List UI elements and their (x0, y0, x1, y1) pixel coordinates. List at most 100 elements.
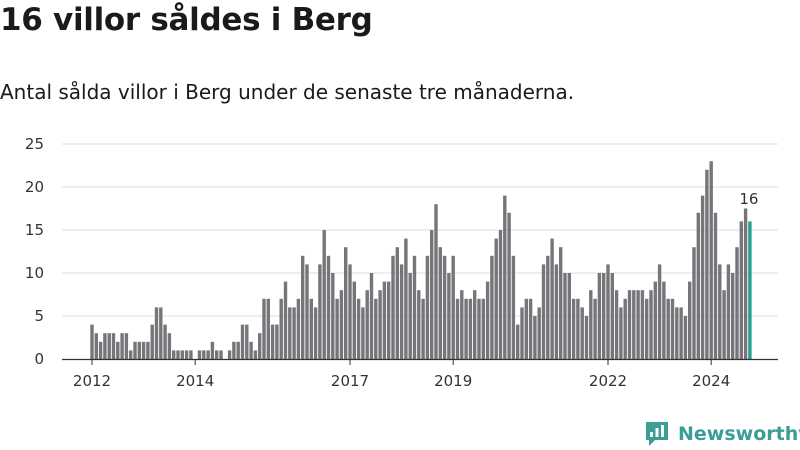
bar (103, 333, 107, 359)
bar-highlight (748, 221, 752, 359)
bar (597, 273, 602, 359)
y-axis-ticks: 0 5 10 15 20 25 (25, 135, 44, 368)
bar (249, 341, 253, 359)
y-tick-label: 20 (25, 178, 44, 196)
bar (176, 350, 180, 359)
bar (460, 290, 464, 359)
bar (610, 273, 614, 359)
bar (692, 247, 696, 359)
bar (593, 298, 597, 359)
bar (163, 324, 167, 359)
bar (374, 298, 378, 359)
bar (451, 255, 455, 359)
bar (253, 350, 258, 359)
bar (391, 255, 395, 359)
bar (490, 255, 494, 359)
bar (718, 264, 722, 359)
y-tick-label: 0 (34, 350, 44, 368)
bar (184, 350, 189, 359)
bar (356, 298, 361, 359)
bar (468, 298, 473, 359)
bar (442, 255, 447, 359)
bar (90, 324, 94, 359)
bar (546, 255, 550, 359)
y-tick-label: 5 (34, 307, 44, 325)
bar (296, 298, 301, 359)
bar (516, 324, 520, 359)
bar (279, 298, 283, 359)
bar (262, 298, 266, 359)
bar (584, 316, 589, 359)
bar (137, 341, 141, 359)
bar (348, 264, 352, 359)
bar (116, 341, 120, 359)
bar (447, 273, 451, 359)
bar (653, 281, 657, 359)
bar (210, 341, 215, 359)
bar (98, 341, 103, 359)
bar (189, 350, 193, 359)
bar (197, 350, 202, 359)
bar (382, 281, 387, 359)
bar (477, 298, 481, 359)
bar (167, 333, 172, 359)
bar (395, 247, 399, 359)
x-tick-label: 2012 (73, 372, 111, 390)
bar (322, 230, 326, 359)
bar (94, 333, 98, 359)
bar (421, 298, 425, 359)
bar (614, 290, 619, 359)
bar (623, 298, 627, 359)
bar (481, 298, 485, 359)
y-tick-label: 25 (25, 135, 44, 153)
bar (150, 324, 154, 359)
newsworthy-logo: Newsworthy (644, 420, 800, 448)
bar (494, 238, 498, 359)
bar (309, 298, 313, 359)
y-tick-label: 15 (25, 221, 44, 239)
highlight-value-label: 16 (739, 190, 758, 208)
bar (619, 307, 623, 359)
bar (232, 341, 236, 359)
bar (129, 350, 133, 359)
bar (528, 298, 533, 359)
bar (713, 212, 718, 359)
bar (679, 307, 683, 359)
bar (666, 298, 670, 359)
chart-title: 16 villor såldes i Berg (0, 2, 373, 38)
bar (107, 333, 111, 359)
bar (245, 324, 249, 359)
bar (533, 316, 537, 359)
bar (240, 324, 245, 359)
bar (227, 350, 232, 359)
bar (365, 290, 369, 359)
bar (288, 307, 292, 359)
bar (485, 281, 490, 359)
bar (141, 341, 146, 359)
bar (399, 264, 404, 359)
bar (473, 290, 477, 359)
bar (627, 290, 632, 359)
bar (576, 298, 580, 359)
bar (378, 290, 382, 359)
x-tick-label: 2024 (692, 372, 730, 390)
bar (236, 341, 240, 359)
bar (743, 208, 748, 359)
bar (709, 161, 713, 359)
bar (550, 238, 554, 359)
bar (369, 273, 374, 359)
bar (404, 238, 408, 359)
bar (215, 350, 219, 359)
bar (589, 290, 593, 359)
x-tick-label: 2022 (589, 372, 627, 390)
bar (292, 307, 296, 359)
bar (339, 290, 344, 359)
bar (520, 307, 524, 359)
bar (283, 281, 288, 359)
bar (739, 221, 743, 359)
bar (111, 333, 116, 359)
bar (425, 255, 430, 359)
bar (735, 247, 739, 359)
bar (705, 169, 709, 359)
